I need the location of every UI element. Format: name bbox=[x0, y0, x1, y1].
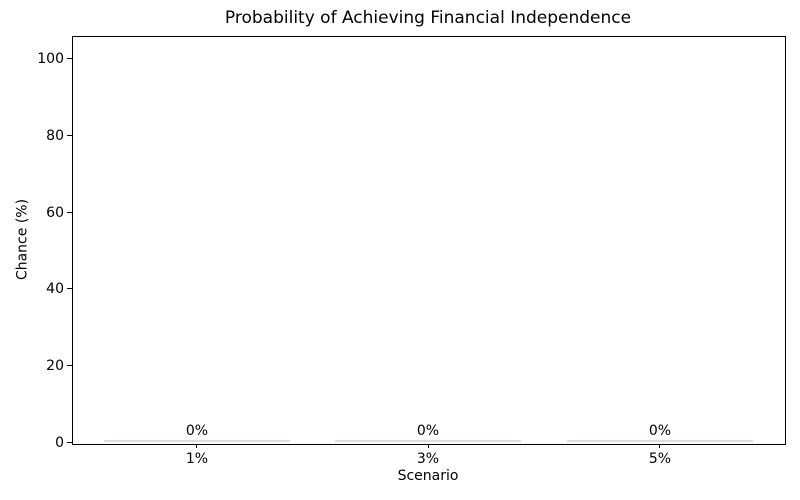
x-tick-label-5pct: 5% bbox=[648, 451, 672, 467]
bar-scenario-1pct bbox=[104, 439, 290, 442]
y-tick-mark-100 bbox=[67, 58, 72, 60]
y-axis-label: Chance (%) bbox=[14, 198, 31, 281]
y-tick-label-0: 0 bbox=[55, 435, 64, 451]
y-tick-label-40: 40 bbox=[46, 281, 64, 297]
x-tick-mark-1pct bbox=[196, 444, 198, 448]
bar-scenario-3pct bbox=[335, 439, 521, 442]
bar-scenario-5pct bbox=[567, 439, 753, 442]
y-tick-label-100: 100 bbox=[37, 51, 64, 67]
y-tick-mark-0 bbox=[67, 442, 72, 444]
bar-value-label: 0% bbox=[648, 423, 672, 439]
y-tick-mark-60 bbox=[67, 212, 72, 214]
x-axis-label: Scenario bbox=[397, 468, 459, 484]
chart-title: Probability of Achieving Financial Indep… bbox=[224, 8, 632, 28]
plot-area bbox=[72, 36, 786, 445]
x-tick-mark-5pct bbox=[659, 444, 661, 448]
y-tick-mark-20 bbox=[67, 365, 72, 367]
y-tick-label-80: 80 bbox=[46, 128, 64, 144]
bar-value-label: 0% bbox=[185, 423, 209, 439]
y-tick-label-60: 60 bbox=[46, 205, 64, 221]
x-tick-mark-3pct bbox=[428, 444, 430, 448]
y-tick-mark-80 bbox=[67, 135, 72, 137]
bar-value-label: 0% bbox=[416, 423, 440, 439]
y-tick-label-20: 20 bbox=[46, 358, 64, 374]
x-tick-label-3pct: 3% bbox=[416, 451, 440, 467]
x-tick-label-1pct: 1% bbox=[185, 451, 209, 467]
y-tick-mark-40 bbox=[67, 288, 72, 290]
